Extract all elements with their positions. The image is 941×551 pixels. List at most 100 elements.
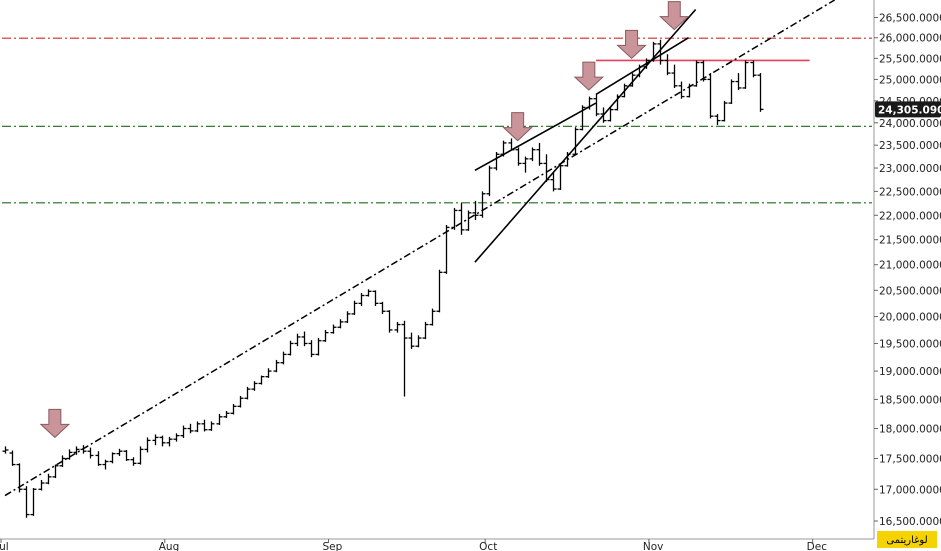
ohlc-bar (721, 100, 728, 122)
price-tick-label: 19,500.0000 (879, 338, 941, 350)
ohlc-bar (757, 73, 764, 112)
ohlc-bar (543, 154, 550, 182)
ohlc-bar (650, 41, 657, 62)
ohlc-bar (23, 486, 30, 518)
ohlc-bar (73, 446, 80, 455)
ohlc-bar (322, 329, 329, 342)
price-tick-label: 22,500.0000 (879, 186, 941, 198)
ohlc-bar (187, 423, 194, 434)
ohlc-bar (16, 463, 23, 493)
price-tick-label: 26,000.0000 (879, 33, 941, 45)
ohlc-bar (664, 54, 671, 76)
ohlc-bar (152, 434, 159, 446)
ohlc-bar (315, 338, 322, 356)
ohlc-bar (301, 331, 308, 347)
down-arrow-icon (616, 29, 647, 60)
ohlc-bar (280, 351, 287, 365)
ohlc-bar (66, 449, 73, 460)
log-scale-badge-label: لوغاريتمى (886, 535, 927, 546)
last-price-tag: 24,305.090 (875, 101, 941, 118)
price-axis-background (874, 0, 941, 551)
ohlc-bar (451, 208, 458, 230)
ohlc-bar (429, 308, 436, 326)
ohlc-bar (9, 450, 16, 466)
log-scale-badge[interactable]: لوغاريتمى (877, 531, 937, 548)
down-arrow-markers (39, 1, 690, 439)
ohlc-bar (166, 436, 173, 447)
ohlc-bar (244, 386, 251, 400)
ohlc-bar (137, 446, 144, 465)
ohlc-bar (671, 64, 678, 88)
ohlc-bar (678, 81, 685, 99)
ohlc-bar (515, 147, 522, 166)
ohlc-bar (536, 142, 543, 166)
ohlc-bar (123, 450, 130, 461)
ohlc-bar (564, 151, 571, 167)
ohlc-bar (529, 147, 536, 162)
ohlc-bar (415, 335, 422, 348)
ohlc-bar (180, 425, 187, 439)
ohlc-bar (358, 292, 365, 306)
ohlc-bar (173, 433, 180, 442)
price-tick-label: 25,500.0000 (879, 53, 941, 65)
ohlc-bar (308, 340, 315, 358)
ohlc-bar (750, 60, 757, 78)
price-tick-label: 16,500.0000 (879, 516, 941, 528)
ohlc-bar (216, 413, 223, 425)
ohlc-bar (273, 359, 280, 373)
down-arrow-icon (573, 61, 605, 91)
ohlc-bar (479, 191, 486, 218)
price-tick-label: 24,000.0000 (879, 118, 941, 130)
ohlc-bar (38, 479, 45, 491)
ohlc-bar (686, 83, 693, 98)
horizontal-levels (2, 37, 872, 204)
ohlc-bar (572, 127, 579, 156)
price-axis: 16,500.0000 17,000.0000 17,500.0000 18,000.… (873, 0, 941, 551)
ohlc-bar (493, 151, 500, 171)
ohlc-bar (265, 368, 272, 378)
month-label: Sep (323, 541, 343, 551)
ohlc-bar (386, 310, 393, 333)
ohlc-bar (59, 455, 66, 468)
ohlc-bar (486, 165, 493, 197)
ohlc-bar (472, 200, 479, 221)
ohlc-bar (230, 404, 237, 415)
ohlc-bar (614, 94, 621, 111)
ohlc-bar (636, 64, 643, 78)
month-label: Oct (479, 541, 497, 551)
price-tick-label: 19,000.0000 (879, 366, 941, 378)
ohlc-bar (458, 203, 465, 235)
ohlc-bar (258, 375, 265, 385)
trend-line-2 (474, 8, 697, 263)
ohlc-bar (237, 395, 244, 408)
ohlc-bar (714, 113, 721, 126)
last-price-value: 24,305.090 (878, 104, 941, 116)
ohlc-bar (2, 446, 9, 454)
trend-line-3 (595, 37, 689, 96)
ohlc-bar (508, 138, 515, 151)
ohlc-bar (30, 488, 37, 516)
ohlc-bar (593, 94, 600, 117)
ohlc-bar (522, 156, 529, 173)
price-tick-label: 21,000.0000 (879, 260, 941, 272)
ohlc-bar (394, 321, 401, 333)
price-tick-label: 23,500.0000 (879, 140, 941, 152)
price-tick-label: 18,500.0000 (879, 394, 941, 406)
price-tick-label: 17,500.0000 (879, 453, 941, 465)
down-arrow-icon (659, 1, 690, 31)
trend-line-1 (474, 102, 597, 172)
ohlc-bar (728, 79, 735, 104)
ohlc-bar (80, 445, 87, 454)
price-tick-label: 18,000.0000 (879, 424, 941, 436)
price-tick-label: 23,000.0000 (879, 163, 941, 175)
ohlc-bar (251, 381, 258, 391)
ohlc-bar (422, 321, 429, 340)
ohlc-bar (500, 140, 507, 157)
price-tick-label: 22,000.0000 (879, 210, 941, 222)
ohlc-bar (586, 96, 593, 110)
price-tick-label: 20,500.0000 (879, 285, 941, 297)
ohlc-bar (201, 419, 208, 432)
month-label: Jul (0, 541, 9, 551)
price-tick-label: 20,000.0000 (879, 312, 941, 324)
